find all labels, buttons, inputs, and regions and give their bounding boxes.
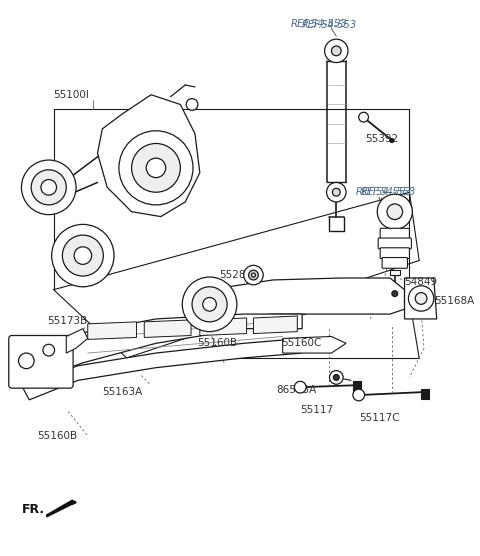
Polygon shape bbox=[47, 500, 76, 517]
Circle shape bbox=[324, 39, 348, 63]
Circle shape bbox=[331, 46, 341, 56]
Text: FR.: FR. bbox=[22, 503, 45, 515]
Polygon shape bbox=[283, 336, 346, 353]
Text: 55117C: 55117C bbox=[359, 413, 399, 423]
Circle shape bbox=[119, 131, 193, 205]
Circle shape bbox=[192, 287, 227, 322]
FancyBboxPatch shape bbox=[382, 257, 408, 268]
Polygon shape bbox=[405, 278, 437, 319]
Text: 55173B: 55173B bbox=[47, 316, 87, 326]
Circle shape bbox=[182, 277, 237, 331]
Polygon shape bbox=[22, 314, 302, 383]
Polygon shape bbox=[66, 329, 88, 353]
Bar bbox=[421, 389, 429, 399]
Circle shape bbox=[333, 188, 340, 196]
Polygon shape bbox=[88, 322, 136, 339]
Circle shape bbox=[74, 247, 92, 264]
Polygon shape bbox=[200, 318, 247, 335]
Text: 55289: 55289 bbox=[219, 270, 252, 280]
Circle shape bbox=[249, 270, 258, 280]
Text: REF.54-553: REF.54-553 bbox=[360, 187, 416, 197]
Circle shape bbox=[43, 344, 55, 356]
Text: 86593A: 86593A bbox=[276, 385, 316, 395]
Text: REF.54-553: REF.54-553 bbox=[302, 19, 357, 29]
Bar bbox=[390, 270, 400, 275]
FancyBboxPatch shape bbox=[378, 238, 411, 249]
Circle shape bbox=[377, 194, 412, 229]
Circle shape bbox=[203, 297, 216, 311]
Polygon shape bbox=[97, 95, 200, 217]
Circle shape bbox=[334, 375, 339, 380]
Circle shape bbox=[329, 371, 343, 384]
Circle shape bbox=[244, 265, 263, 285]
Circle shape bbox=[390, 138, 394, 142]
Circle shape bbox=[31, 170, 66, 205]
Circle shape bbox=[408, 286, 434, 311]
Text: 55100I: 55100I bbox=[54, 90, 89, 100]
Text: 55117: 55117 bbox=[300, 405, 334, 415]
Text: 54849: 54849 bbox=[405, 277, 438, 287]
Circle shape bbox=[19, 353, 34, 369]
Circle shape bbox=[252, 273, 255, 277]
Circle shape bbox=[387, 204, 403, 220]
FancyBboxPatch shape bbox=[380, 248, 409, 259]
Text: 55160B: 55160B bbox=[37, 431, 77, 441]
Circle shape bbox=[353, 389, 365, 401]
Text: 55160B: 55160B bbox=[197, 339, 237, 349]
Text: 55163A: 55163A bbox=[102, 387, 143, 397]
Circle shape bbox=[41, 180, 57, 195]
Text: REF.54-553: REF.54-553 bbox=[356, 187, 412, 197]
Circle shape bbox=[415, 292, 427, 304]
Polygon shape bbox=[210, 278, 405, 319]
Circle shape bbox=[132, 143, 180, 192]
Text: 55392: 55392 bbox=[366, 134, 399, 144]
Text: REF.54-553: REF.54-553 bbox=[290, 19, 347, 29]
Circle shape bbox=[392, 291, 398, 296]
Circle shape bbox=[294, 381, 306, 393]
Circle shape bbox=[326, 182, 346, 202]
Polygon shape bbox=[253, 316, 297, 334]
Circle shape bbox=[359, 112, 369, 122]
Polygon shape bbox=[22, 339, 302, 400]
Circle shape bbox=[22, 160, 76, 215]
FancyBboxPatch shape bbox=[9, 335, 73, 388]
Bar bbox=[353, 381, 360, 391]
Text: 55168A: 55168A bbox=[434, 296, 474, 306]
Circle shape bbox=[52, 225, 114, 287]
FancyBboxPatch shape bbox=[380, 229, 409, 239]
Circle shape bbox=[62, 235, 103, 276]
Polygon shape bbox=[144, 320, 191, 337]
Text: 55160C: 55160C bbox=[281, 339, 321, 349]
Circle shape bbox=[186, 98, 198, 110]
Circle shape bbox=[146, 158, 166, 177]
